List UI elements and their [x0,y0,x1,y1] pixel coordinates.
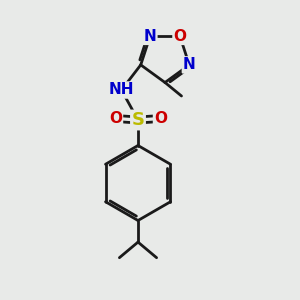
Text: NH: NH [109,82,134,98]
Text: N: N [183,57,196,72]
Text: S: S [131,111,145,129]
Text: O: O [173,29,187,44]
Text: O: O [109,111,122,126]
Text: O: O [154,111,167,126]
Text: N: N [144,29,156,44]
